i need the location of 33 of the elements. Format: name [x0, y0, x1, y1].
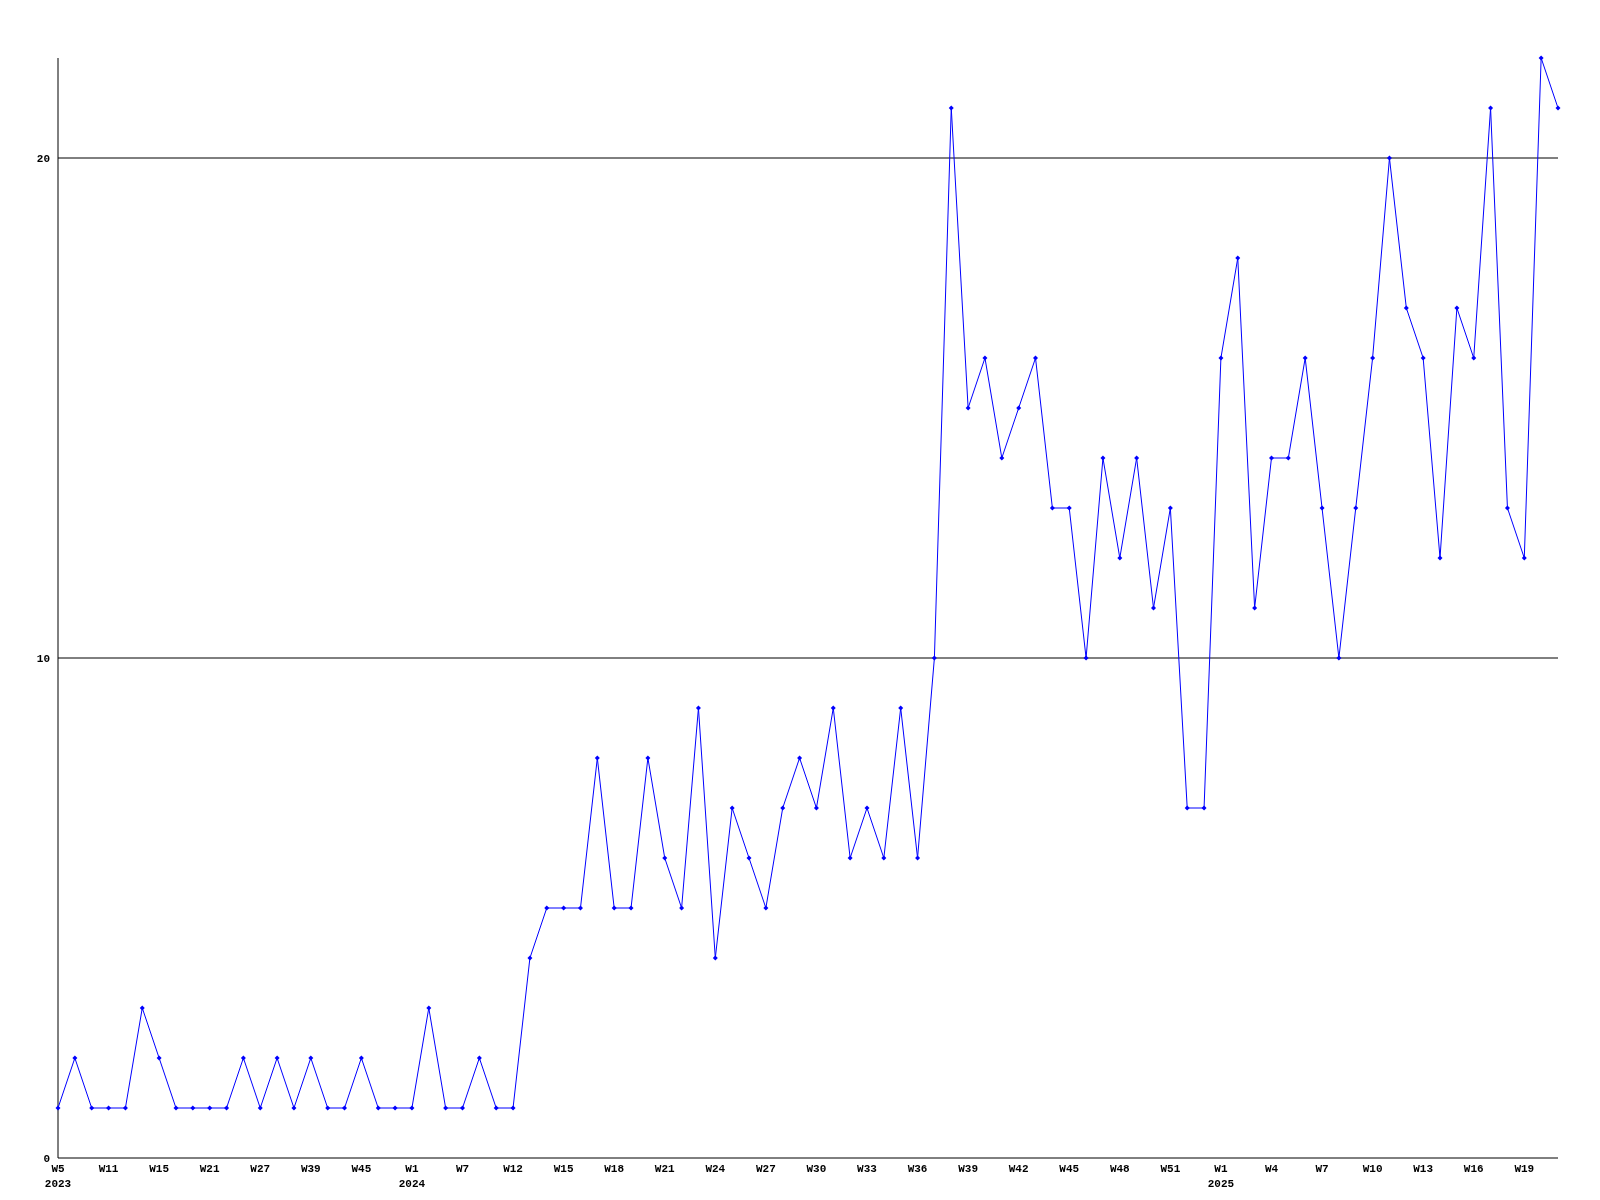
x-tick-label: W39 [300, 1163, 321, 1175]
x-tick-label: W1 2025 [1207, 1163, 1235, 1190]
y-tick-label: 10 [36, 652, 50, 665]
x-tick-label: W51 [1160, 1163, 1181, 1175]
x-tick-label: W19 [1514, 1163, 1535, 1175]
x-tick-label: W24 [705, 1163, 726, 1175]
x-tick-label: W33 [857, 1163, 878, 1175]
x-tick-label: W48 [1109, 1163, 1131, 1175]
x-tick-label: W45 [1059, 1163, 1080, 1175]
x-tick-label: W45 [351, 1163, 372, 1175]
x-tick-label: W36 [907, 1163, 928, 1175]
y-tick-label: 20 [36, 152, 50, 165]
y-tick-label: 0 [43, 1152, 50, 1165]
x-tick-label: W12 [503, 1163, 523, 1175]
x-tick-label: W39 [958, 1163, 979, 1175]
x-tick-label: W42 [1008, 1163, 1029, 1175]
x-tick-label: W15 [149, 1163, 170, 1175]
x-tick-label: W4 [1264, 1163, 1279, 1175]
x-tick-label: W13 [1413, 1163, 1434, 1175]
x-tick-label: W11 [98, 1163, 119, 1175]
x-tick-label: W5 2023 [44, 1163, 72, 1190]
x-tick-label: W30 [806, 1163, 827, 1175]
x-tick-label: W10 [1362, 1163, 1383, 1175]
x-tick-label: W1 2024 [398, 1163, 426, 1190]
x-tick-label: W21 [199, 1163, 220, 1175]
x-tick-label: W21 [654, 1163, 676, 1175]
x-tick-label: W18 [604, 1163, 625, 1175]
x-tick-label: W27 [755, 1163, 776, 1175]
x-tick-label: W16 [1463, 1163, 1484, 1175]
x-tick-label: W27 [250, 1163, 271, 1175]
x-tick-label: W15 [553, 1163, 574, 1175]
x-tick-label: W7 [455, 1163, 470, 1175]
x-tick-label: W7 [1315, 1163, 1329, 1175]
